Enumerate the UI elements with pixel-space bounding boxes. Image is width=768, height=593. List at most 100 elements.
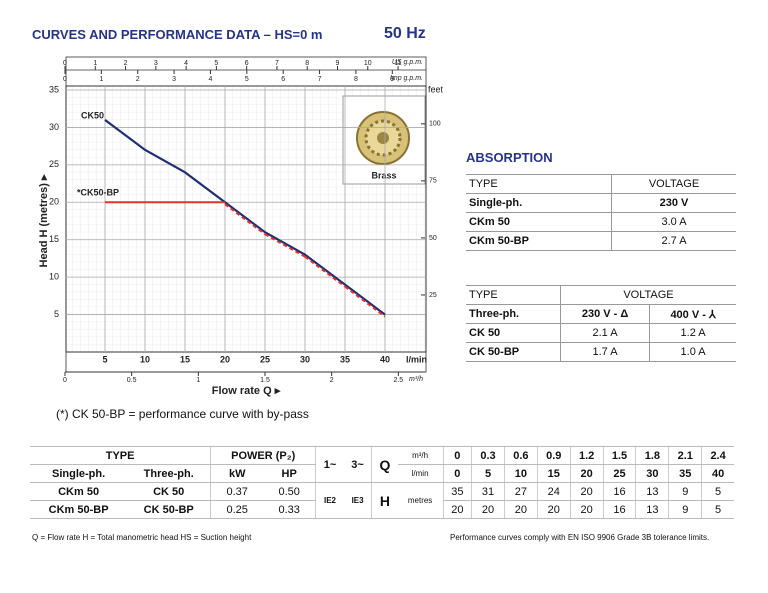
cell: HP [263,464,316,483]
cell: 20 [536,500,571,519]
top-axis-2-tick-label: 3 [172,76,176,83]
top-axis-2-label: Imp g.p.m. [390,75,423,82]
cell: 0.50 [263,482,316,501]
bottom-axis-tick-label: 2 [330,377,334,384]
top-axis-tick-label: 2 [124,60,128,67]
top-axis-tick-label: 8 [305,60,309,67]
top-axis-tick-label: 5 [214,60,218,67]
cell: CK 50 [127,482,211,501]
y-tick-label: 10 [49,272,59,282]
cell: 2.7 A [611,231,736,251]
inset-label: Brass [371,170,396,180]
cell: 0 [442,464,472,483]
cell: 20 [569,464,604,483]
absorption-title: ABSORPTION [466,150,553,165]
x-unit: l/min [406,354,427,364]
top-axis-2-tick-label: 5 [245,76,249,83]
top-axis-2-tick-label: 4 [209,76,213,83]
cell: 31 [471,482,505,501]
y-tick-label: 15 [49,234,59,244]
cell: 30 [635,464,669,483]
cell: 20 [503,500,538,519]
footer-compliance: Performance curves comply with EN ISO 99… [450,533,710,542]
cell: 0.37 [210,482,264,501]
top-axis-2-tick-label: 9 [390,76,394,83]
cell: 1.2 [569,446,604,465]
y2-tick-label: 75 [429,178,437,185]
series-segment [344,285,386,318]
cell: 27 [503,482,538,501]
frequency: 50 Hz [384,25,426,42]
chart: Brass Head H (metres) ▸ Flow rate Q ▸ l/… [38,56,444,397]
top-axis-2-tick-label: 7 [318,76,322,83]
note: (*) CK 50-BP = performance curve with by… [56,407,309,421]
cell: 16 [602,482,636,501]
x-tick-label: 15 [180,354,190,364]
cell: 0.25 [210,500,264,519]
cell: metres [397,482,444,519]
cell: VOLTAGE [611,174,736,194]
cell: l/min [397,464,444,483]
cell: 25 [602,464,636,483]
cell: 20 [442,500,472,519]
cell: Three-ph. [127,464,211,483]
bottom-axis-label: m³/h [409,376,423,383]
top-axis-tick-label: 4 [184,60,188,67]
series-segment [264,233,306,258]
cell: 35 [668,464,702,483]
page-title: CURVES AND PERFORMANCE DATA – HS=0 m [32,27,323,42]
cell: 40 [701,464,734,483]
cell: 13 [635,500,669,519]
performance-table: TYPE POWER (P₂) 1~ 3~ Q m³/h 0 0.3 0.6 0.9 1… [30,446,734,519]
cell: 16 [602,500,636,519]
impeller-hub [377,132,389,144]
cell: 3.0 A [611,212,736,232]
cell: 1.2 A [649,323,736,343]
y-tick-label: 5 [54,309,59,319]
y-tick-label: 20 [49,197,59,207]
series-label: *CK50-BP [77,188,119,198]
cell: 2.4 [701,446,734,465]
cell: 13 [635,482,669,501]
cell: CKm 50-BP [466,231,612,251]
cell: TYPE [466,174,612,194]
y2-tick-label: 25 [429,292,437,299]
x-tick-label: 5 [102,354,107,364]
top-axis-tick-label: 9 [336,60,340,67]
cell: 20 [471,500,505,519]
absorption-single: TYPE VOLTAGE Single-ph. 230 V CKm 50 3.0 A … [466,174,736,251]
cell: 0.3 [471,446,505,465]
top-axis-tick-label: 10 [364,60,372,67]
cell: 20 [569,482,604,501]
top-axis-tick-label: 7 [275,60,279,67]
series-label: CK50 [81,110,104,120]
x-tick-label: 10 [140,354,150,364]
top-axis-2-tick-label: 2 [136,76,140,83]
series-line [104,119,386,316]
cell: TYPE [466,285,561,305]
cell: VOLTAGE [560,285,736,305]
x-tick-label: 25 [260,354,270,364]
top-axis-tick-label: 11 [394,60,401,67]
top-axis-2-tick-label: 6 [281,76,285,83]
cell: 1.7 A [560,342,651,362]
cell: 5 [701,482,734,501]
cell: 1.0 A [649,342,736,362]
inset: Brass [342,95,426,185]
cell: IE3 [343,482,372,519]
cell: 5 [701,500,734,519]
cell: 3~ [343,446,372,483]
y-tick-label: 25 [49,159,59,169]
cell: Single-ph. [30,464,128,483]
cell: 1.5 [602,446,636,465]
bottom-axis-tick-label: 1 [196,377,200,384]
cell: kW [210,464,264,483]
cell: 0.6 [503,446,538,465]
top-axis-tick-label: 1 [93,60,97,67]
series-segment [304,255,346,288]
cell: 10 [503,464,538,483]
bottom-axis-tick-label: 2.5 [393,377,403,384]
cell: TYPE [30,446,211,465]
cell: CK 50-BP [127,500,211,519]
